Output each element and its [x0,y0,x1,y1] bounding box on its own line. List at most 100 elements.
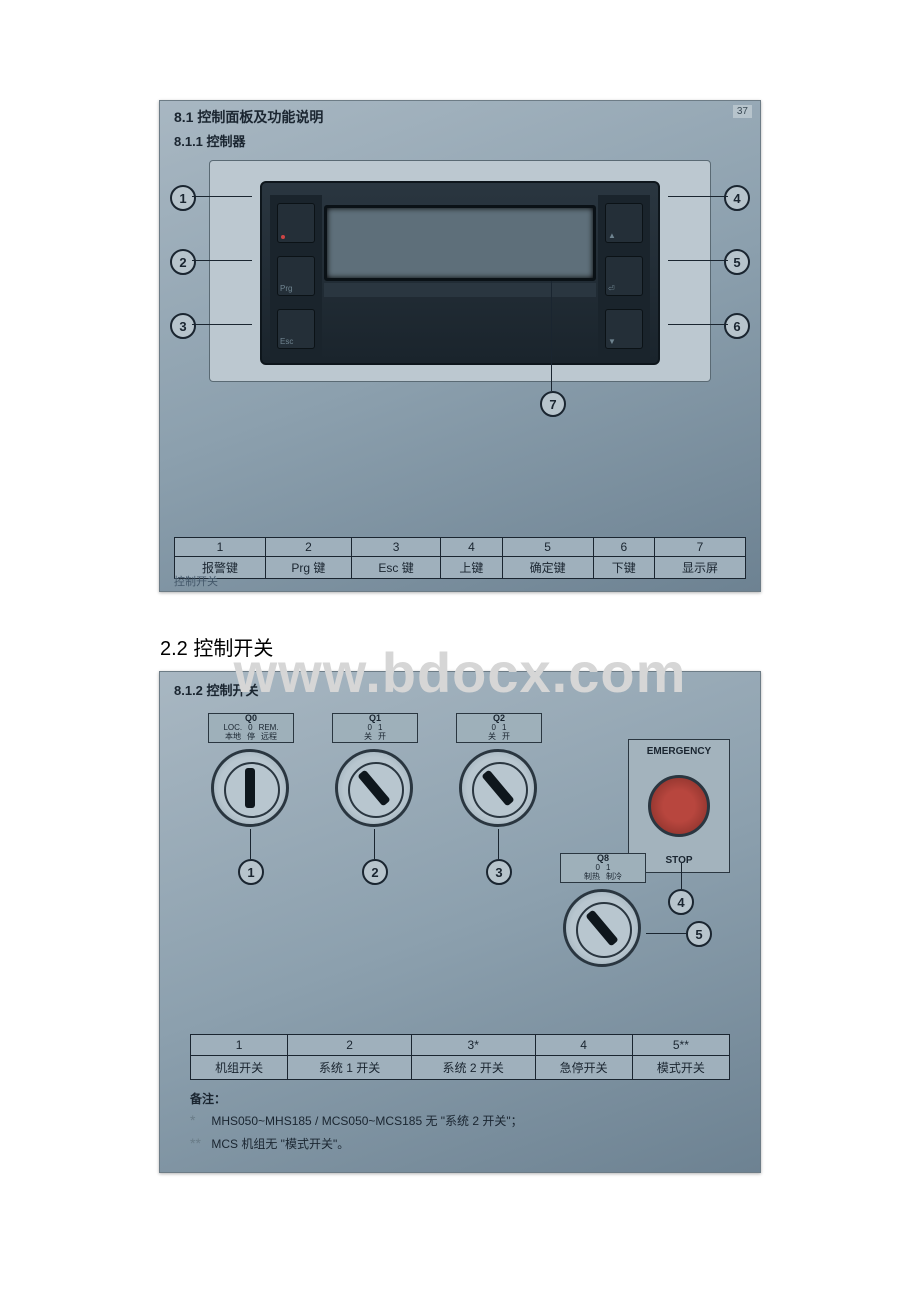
note-2: ** MCS 机组无 "模式开关"。 [190,1132,523,1154]
callout-6: 6 [724,313,750,339]
prg-button[interactable]: Prg [277,256,315,296]
cell: 系统 1 开关 [288,1056,412,1080]
photo-controller: 37 8.1 控制面板及功能说明 8.1.1 控制器 Prg Esc ▲ ⏎ ▼ [159,100,761,592]
cell: 模式开关 [632,1056,729,1080]
cell: 3 [351,538,440,557]
cell: 4 [535,1035,632,1056]
cell: Esc 键 [351,557,440,579]
switch-pos-labels-cn: 本地 停 远程 [225,733,277,742]
lbl: 本地 [225,733,241,742]
callout-sw2: 2 [362,859,388,885]
table-row: 1 2 3* 4 5** [191,1035,730,1056]
cell: 5** [632,1035,729,1056]
cell: 4 [441,538,502,557]
switch-q0-label: Q0 LOC. 0 REM. 本地 停 远程 [208,713,294,743]
display-screen [324,205,596,281]
switch-q0: Q0 LOC. 0 REM. 本地 停 远程 1 [208,713,292,827]
controller-outline: Prg Esc ▲ ⏎ ▼ 1 2 3 4 5 [209,160,711,382]
lead [250,829,251,859]
callout-sw1: 1 [238,859,264,885]
cell: 显示屏 [655,557,746,579]
alarm-button[interactable] [277,203,315,243]
lead-6 [668,324,728,325]
switch-q8-label: Q8 0 1 制热 制冷 [560,853,646,883]
cell: 急停开关 [535,1056,632,1080]
lead-4 [668,196,728,197]
cell: 6 [593,538,654,557]
callout-sw4: 4 [668,889,694,915]
controller-panel: Prg Esc ▲ ⏎ ▼ [260,181,660,365]
callout-3: 3 [170,313,196,339]
switch-q8-knob[interactable] [563,889,641,967]
cell: 1 [191,1035,288,1056]
table-row: 机组开关 系统 1 开关 系统 2 开关 急停开关 模式开关 [191,1056,730,1080]
estop-button[interactable] [648,775,710,837]
esc-button[interactable]: Esc [277,309,315,349]
lbl: 停 [247,733,255,742]
switch-pos-labels-cn: 关 开 [488,733,510,742]
switch-q2-knob[interactable] [459,749,537,827]
cell: 1 [175,538,266,557]
down-button[interactable]: ▼ [605,309,643,349]
controller-banner [324,283,596,297]
cell: 7 [655,538,746,557]
switch-q0-knob[interactable] [211,749,289,827]
cell: 5 [502,538,593,557]
lead [646,933,686,934]
lead-2 [192,260,252,261]
callout-sw3: 3 [486,859,512,885]
cell: 上键 [441,557,502,579]
callout-2: 2 [170,249,196,275]
controller-left-buttons: Prg Esc [270,195,322,357]
asterisk-icon: ** [190,1132,208,1154]
switch-row: Q0 LOC. 0 REM. 本地 停 远程 1 [190,713,760,913]
switch-legend-table: 1 2 3* 4 5** 机组开关 系统 1 开关 系统 2 开关 急停开关 模… [190,1034,730,1080]
estop-bottom-label: STOP [665,855,692,866]
lbl: 关 [488,733,496,742]
table-row: 报警键 Prg 键 Esc 键 上键 确定键 下键 显示屏 [175,557,746,579]
switch-q8: Q8 0 1 制热 制冷 [560,853,644,967]
asterisk-icon: * [190,1109,208,1131]
callout-1: 1 [170,185,196,211]
switch-q2-label: Q2 0 1 关 开 [456,713,542,743]
cell: 下键 [593,557,654,579]
switch-q1-label: Q1 0 1 关 开 [332,713,418,743]
lead [681,863,682,889]
cutoff-heading: 控制开关 [174,573,218,589]
switch-pos-labels-cn: 制热 制冷 [584,873,622,882]
notes-block: 备注： * MHS050~MHS185 / MCS050~MCS185 无 "系… [190,1090,523,1154]
lead [374,829,375,859]
controller-legend-table: 1 2 3 4 5 6 7 报警键 Prg 键 Esc 键 上键 确定键 下键 … [174,537,746,579]
switch-pos-labels-cn: 关 开 [364,733,386,742]
cell: Prg 键 [265,557,351,579]
table-row: 1 2 3 4 5 6 7 [175,538,746,557]
note-1-text: MHS050~MHS185 / MCS050~MCS185 无 "系统 2 开关… [211,1114,522,1128]
estop-top-label: EMERGENCY [647,746,711,757]
cell: 确定键 [502,557,593,579]
section-8-1-heading: 8.1 控制面板及功能说明 [174,107,760,127]
section-8-1-1-heading: 8.1.1 控制器 [174,131,760,150]
controller-right-buttons: ▲ ⏎ ▼ [598,195,650,357]
callout-sw5: 5 [686,921,712,947]
note-2-text: MCS 机组无 "模式开关"。 [211,1137,349,1151]
lbl: 开 [378,733,386,742]
callout-4: 4 [724,185,750,211]
callout-7: 7 [540,391,566,417]
lbl: 制冷 [606,873,622,882]
cell: 机组开关 [191,1056,288,1080]
enter-button[interactable]: ⏎ [605,256,643,296]
lead-5 [668,260,728,261]
note-1: * MHS050~MHS185 / MCS050~MCS185 无 "系统 2 … [190,1109,523,1131]
notes-title: 备注： [190,1090,523,1109]
up-button[interactable]: ▲ [605,203,643,243]
watermark-text: www.bdocx.com [234,640,687,705]
lbl: 关 [364,733,372,742]
lbl: 开 [502,733,510,742]
cell: 3* [411,1035,535,1056]
switch-q1-knob[interactable] [335,749,413,827]
callout-5: 5 [724,249,750,275]
switch-q1: Q1 0 1 关 开 2 [332,713,416,827]
cell: 2 [288,1035,412,1056]
lead-1 [192,196,252,197]
page-number: 37 [733,105,752,118]
